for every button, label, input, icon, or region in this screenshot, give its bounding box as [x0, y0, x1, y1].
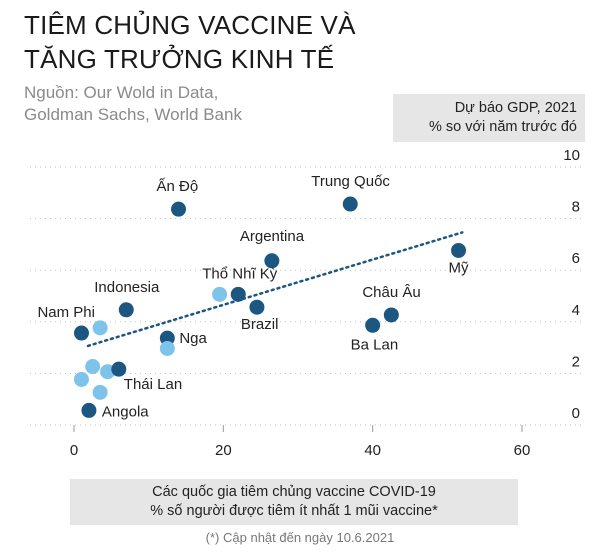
x-tick-label: 0	[70, 442, 78, 459]
y-axis-label-line-1: Dự báo GDP, 2021	[454, 100, 577, 116]
x-axis-label-line-1: Các quốc gia tiêm chủng vaccine COVID-19	[152, 484, 436, 500]
footnote: (*) Cập nhật đến ngày 10.6.2021	[205, 530, 395, 545]
point	[212, 286, 228, 302]
source-line-2: Goldman Sachs, World Bank	[24, 105, 242, 124]
point	[85, 359, 101, 375]
point-0	[171, 201, 187, 217]
point-label: Indonesia	[94, 279, 160, 296]
source-note: Nguồn: Our Wold in Data, Goldman Sachs, …	[24, 82, 344, 126]
point-3	[451, 242, 467, 258]
point	[92, 384, 108, 400]
y-tick-label: 8	[572, 199, 580, 216]
point	[92, 320, 108, 336]
point-label: Brazil	[241, 316, 279, 333]
title-line-1: TIÊM CHỦNG VACCINE VÀ	[24, 10, 356, 40]
point-label: Mỹ	[449, 259, 469, 276]
point-label: Nga	[179, 330, 207, 347]
point-19	[81, 402, 97, 418]
x-axis-label-box: Các quốc gia tiêm chủng vaccine COVID-19…	[70, 479, 518, 525]
point-10	[73, 325, 89, 341]
point-label: Nam Phi	[37, 304, 95, 321]
y-tick-label: 6	[572, 250, 580, 267]
point-label: Ba Lan	[351, 336, 399, 353]
point-12	[159, 330, 175, 346]
point-7	[383, 307, 399, 323]
x-tick-label: 60	[514, 442, 531, 459]
y-tick-label: 10	[563, 147, 580, 164]
point-9	[118, 302, 134, 318]
point	[100, 364, 116, 380]
x-axis-label-line-2: % số người được tiêm ít nhất 1 mũi vacci…	[150, 503, 438, 519]
x-tick-label: 40	[364, 442, 381, 459]
source-line-1: Nguồn: Our Wold in Data,	[24, 83, 219, 102]
point	[159, 341, 175, 356]
point-label: Ấn Độ	[157, 178, 199, 195]
y-tick-label: 4	[572, 302, 580, 319]
point	[73, 371, 89, 387]
point-17	[111, 361, 127, 377]
point-8	[365, 317, 381, 333]
point-1	[342, 196, 358, 212]
point-2	[264, 253, 280, 269]
y-tick-label: 2	[572, 353, 580, 370]
point-label: Thổ Nhĩ Kỳ	[202, 265, 278, 282]
point-label: Argentina	[240, 228, 305, 245]
trend-line	[86, 231, 464, 348]
y-axis-label-line-2: % so với năm trước đó	[429, 119, 577, 135]
title-line-2: TĂNG TRƯỞNG KINH TẾ	[24, 44, 335, 74]
y-tick-label: 0	[572, 405, 580, 422]
x-tick-label: 20	[215, 442, 232, 459]
point-label: Châu Âu	[362, 284, 420, 301]
y-axis-label-box: Dự báo GDP, 2021 % so với năm trước đó	[393, 94, 585, 142]
point-label: Trung Quốc	[311, 173, 390, 190]
point-4	[230, 286, 246, 302]
point-6	[249, 299, 265, 315]
point-label: Angola	[102, 403, 149, 420]
point-label: Thái Lan	[124, 376, 182, 393]
chart-title: TIÊM CHỦNG VACCINE VÀ TĂNG TRƯỞNG KINH T…	[24, 8, 444, 76]
